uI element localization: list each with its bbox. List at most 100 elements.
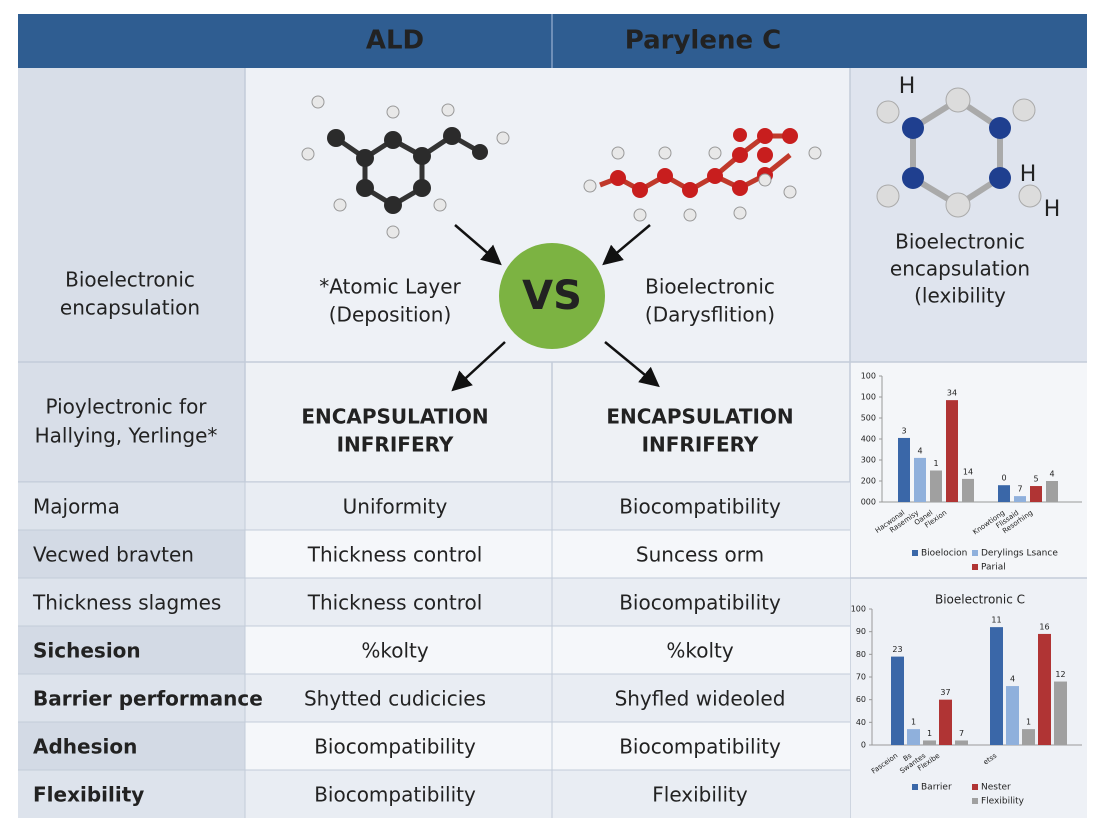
row-label: Sichesion: [33, 639, 141, 663]
y-tick-label: 100: [851, 605, 866, 614]
bar-value-label: 7: [959, 729, 964, 738]
row-label: Adhesion: [33, 735, 137, 759]
subheader-label: Hallying, Yerlinge*: [35, 424, 218, 448]
row-label: Majorma: [33, 495, 120, 519]
bar: [990, 627, 1003, 745]
row-label: Barrier performance: [33, 687, 263, 711]
bar-value-label: 5: [1033, 475, 1038, 484]
bar-value-label: 7: [1017, 485, 1022, 494]
chart-title: Bioelectronic C: [935, 593, 1025, 607]
y-tick-label: 100: [861, 393, 876, 402]
y-tick-label: 90: [856, 627, 866, 636]
chart2-bg: [850, 578, 1087, 818]
bar-value-label: 4: [1049, 470, 1054, 479]
atom-label: H: [1020, 162, 1037, 187]
y-tick-label: 60: [856, 695, 866, 704]
bar: [1006, 686, 1019, 745]
bar-value-label: 0: [1001, 474, 1006, 483]
bar: [1046, 481, 1058, 502]
legend-swatch: [972, 564, 978, 570]
y-tick-label: 80: [856, 650, 866, 659]
row-bg: [245, 722, 850, 770]
x-tick-label: Bs: [902, 752, 914, 764]
vs-text: VS: [522, 273, 582, 319]
row-ald: Thickness control: [307, 591, 483, 615]
ald-caption: (Deposition): [329, 303, 452, 327]
row-bg: [245, 530, 850, 578]
bar-value-label: 1: [933, 459, 938, 468]
bar-value-label: 34: [947, 389, 957, 398]
bar-value-label: 16: [1039, 622, 1049, 631]
row-bg: [245, 482, 850, 530]
row-label-bg: [18, 482, 245, 530]
bar-value-label: 37: [940, 688, 950, 697]
row-label-bg: [18, 530, 245, 578]
bar-value-label: 14: [963, 467, 973, 476]
row-bg: [245, 578, 850, 626]
row-label: Thickness slagmes: [32, 591, 221, 615]
row-ald: Biocompatibility: [314, 735, 476, 759]
subheader-label: Pioylectronic for: [45, 395, 207, 419]
row-ald: %kolty: [361, 639, 429, 663]
row-ald: Shytted cudicicies: [304, 687, 486, 711]
row-parylene: Biocompatibility: [619, 591, 781, 615]
bar-value-label: 12: [1055, 670, 1065, 679]
ald-molecule: [301, 95, 510, 239]
bar-value-label: 3: [901, 426, 906, 435]
bar: [962, 478, 974, 502]
y-tick-label: 000: [861, 498, 876, 507]
left-column-bg: [18, 68, 245, 482]
bar-value-label: 1: [911, 718, 916, 727]
atom-label: H: [899, 74, 916, 99]
bar-value-label: 23: [892, 645, 902, 654]
y-tick-label: 100: [861, 372, 876, 381]
y-tick-label: 70: [856, 673, 866, 682]
atom-label: H: [1044, 197, 1061, 222]
row-bg: [245, 674, 850, 722]
parylene-caption: (Darysflition): [645, 303, 775, 327]
y-tick-label: 200: [861, 477, 876, 486]
y-tick-label: 400: [861, 435, 876, 444]
bar: [891, 656, 904, 745]
parylene-molecule: [583, 128, 822, 222]
y-tick-label: 0: [861, 741, 866, 750]
legend-label: Bioelocion: [921, 549, 967, 559]
row-parylene: Suncess orm: [636, 543, 764, 567]
row-label-bg: [18, 578, 245, 626]
bar: [923, 740, 936, 745]
row-parylene: Flexibility: [652, 783, 748, 807]
bar-value-label: 1: [927, 729, 932, 738]
legend-label: Nester: [981, 783, 1011, 793]
row-parylene: %kolty: [666, 639, 734, 663]
subheader-parylene: INFRIFERY: [642, 433, 759, 457]
header-parylene: Parylene C: [625, 26, 782, 56]
side-molecule: [876, 87, 1042, 218]
y-tick-label: 300: [861, 456, 876, 465]
legend-label: Barrier: [921, 783, 952, 793]
bar: [930, 470, 942, 502]
legend-label: Flexibility: [981, 797, 1025, 807]
bar: [1030, 486, 1042, 502]
row-parylene: Biocompatibility: [619, 735, 781, 759]
header-ald: ALD: [366, 26, 424, 56]
bar: [946, 400, 958, 502]
parylene-caption: Bioelectronic: [645, 275, 775, 299]
bar: [955, 740, 968, 745]
side-caption: Bioelectronic: [895, 230, 1025, 254]
bar: [1054, 681, 1067, 745]
row-label: Flexibility: [33, 783, 144, 807]
row-parylene: Biocompatibility: [619, 495, 781, 519]
bar: [1014, 496, 1026, 502]
bar: [898, 437, 910, 502]
row-label-bg: [18, 722, 245, 770]
side-caption: encapsulation: [890, 257, 1030, 281]
row-label-bg: [18, 674, 245, 722]
row-ald: Biocompatibility: [314, 783, 476, 807]
bar-value-label: 1: [1026, 718, 1031, 727]
bar: [998, 485, 1010, 502]
row-bg: [245, 770, 850, 818]
legend-swatch: [972, 550, 978, 556]
subheader-parylene: ENCAPSULATION: [606, 405, 793, 429]
subheader-ald: ENCAPSULATION: [301, 405, 488, 429]
